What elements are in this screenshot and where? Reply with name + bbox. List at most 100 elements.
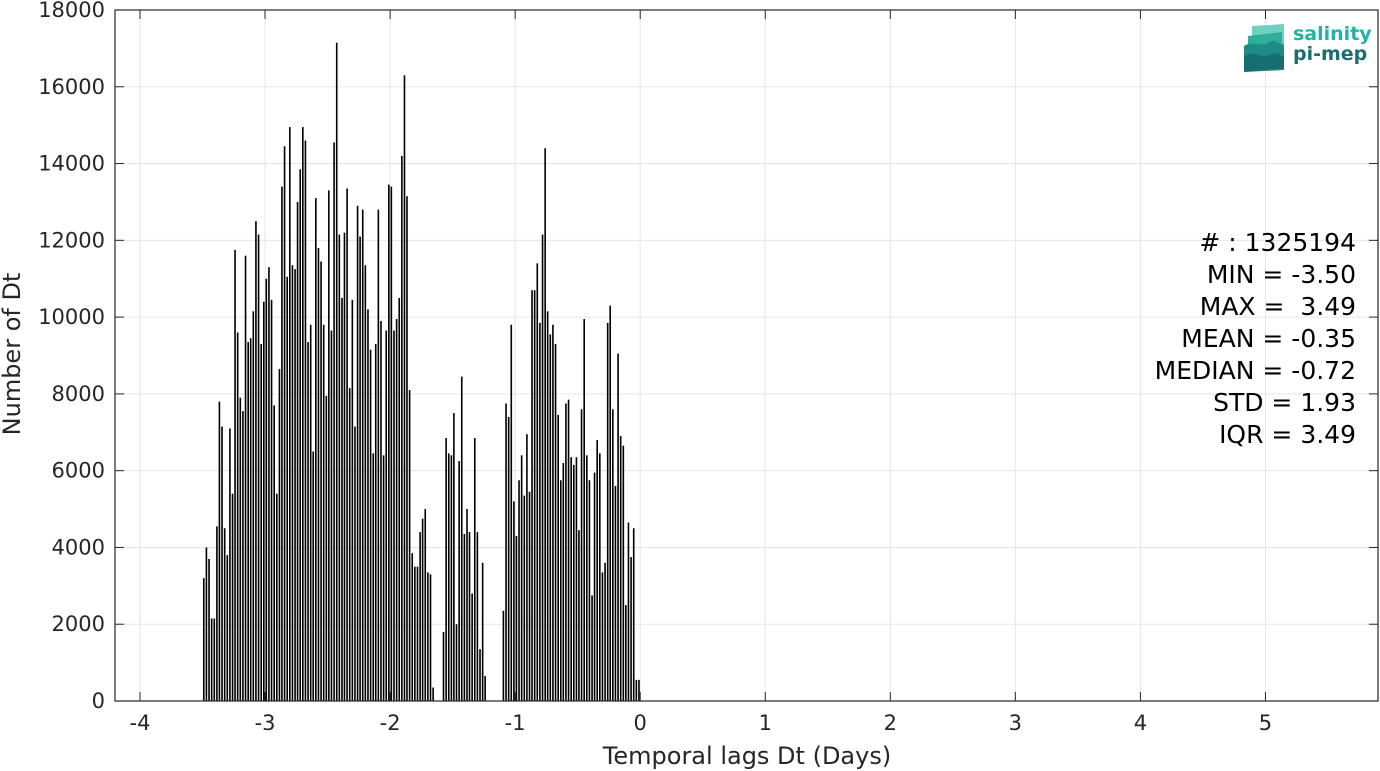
histogram-bar [559,480,562,701]
histogram-bar [432,687,434,701]
histogram-bar [528,491,531,701]
histogram-bar [557,415,559,701]
histogram-bar [333,142,335,701]
histogram-bar [505,403,507,701]
logo-wave-icon [1244,24,1284,72]
histogram-bar [614,486,617,701]
y-tick-label: 0 [92,689,105,713]
histogram-bar [242,411,244,701]
histogram-bar [338,234,341,701]
histogram-bar [502,610,505,701]
histogram-bar [638,679,640,701]
stat-count: # : 1325194 [1199,228,1356,257]
histogram-bar [283,146,286,701]
stat-min: MIN = -3.50 [1207,260,1356,289]
x-tick-label: -2 [380,711,401,735]
histogram-bar [565,403,567,701]
histogram-bar [403,75,406,701]
histogram-bar [442,631,445,701]
histogram-bar [463,534,466,701]
logo-text-line2: pi-mep [1293,43,1367,65]
histogram-bar [515,535,518,701]
x-tick-label: 5 [1259,711,1272,735]
histogram-bar [213,618,216,701]
histogram-bar [599,453,601,701]
histogram-bar [388,184,390,702]
y-tick-label: 18000 [38,0,105,22]
histogram-bar [507,416,510,701]
y-tick-label: 16000 [38,75,105,99]
plot-area-frame [114,9,1379,702]
x-tick-label: 0 [634,711,647,735]
x-tick-label: -3 [255,711,276,735]
histogram-bar [573,464,575,701]
histogram-bar [479,649,481,701]
histogram-bar [249,338,252,701]
histogram-bar [424,509,427,701]
histogram-bar [372,453,375,701]
histogram-bar [296,201,299,701]
histogram-bar [627,522,630,701]
histogram-bar [419,532,421,701]
axis-ticks [115,9,1378,702]
histogram-bar [635,679,638,701]
histogram-bar [468,532,471,701]
histogram-bar [278,368,281,701]
histogram-bar [208,558,210,701]
histogram-bar [276,493,278,701]
histogram-bar [335,42,338,701]
y-tick-label: 6000 [52,459,105,483]
histogram-bar [382,455,385,701]
y-tick-label: 2000 [52,612,105,636]
histogram-bar [390,186,393,702]
stat-max: MAX = 3.49 [1200,292,1356,321]
histogram-bar [406,196,408,701]
histogram-bar [229,428,231,701]
bars-group [202,42,640,702]
histogram-bar [466,509,468,701]
histogram-bar [346,188,348,701]
histogram-bar [445,438,447,701]
histogram-bar [447,453,450,701]
logo-text-line1: salinity [1293,23,1372,45]
histogram-bar [583,319,585,701]
histogram-bar [460,376,463,701]
histogram-bar [520,455,523,701]
histogram-bar [481,562,484,701]
x-axis-title: Temporal lags Dt (Days) [602,742,891,770]
histogram-bar [307,342,309,701]
histogram-bar [354,426,356,701]
histogram-bar [364,265,367,701]
histogram-bar [255,221,257,701]
histogram-bar [601,572,604,701]
histogram-bar [348,388,351,701]
histogram-bar [578,530,580,701]
histogram-bar [455,624,458,701]
histogram-bar [268,267,270,701]
histogram-bar [531,290,533,701]
histogram-bar [315,198,317,702]
histogram-bar [552,324,554,701]
histogram-bar [619,436,622,701]
histogram-bar [343,232,346,701]
histogram-bar [330,330,333,701]
histogram-bar [247,342,249,701]
histogram-bar [416,566,419,701]
y-tick-label: 14000 [38,152,105,176]
x-tick-label: 1 [759,711,772,735]
histogram-bar [411,553,414,701]
histogram-bar [398,297,401,701]
histogram-bar [302,127,304,702]
stat-iqr: IQR = 3.49 [1219,420,1356,449]
histogram-bar [544,148,546,701]
histogram-bar [414,566,416,701]
histogram-bar [523,495,526,701]
x-tick-label: -1 [505,711,526,735]
histogram-bar [216,526,218,701]
histogram-bar [351,299,354,701]
histogram-bar [369,349,372,701]
histogram-bar [554,343,557,701]
histogram-bar [473,438,476,701]
histogram-bar [617,353,619,701]
histogram-bar [562,462,565,701]
